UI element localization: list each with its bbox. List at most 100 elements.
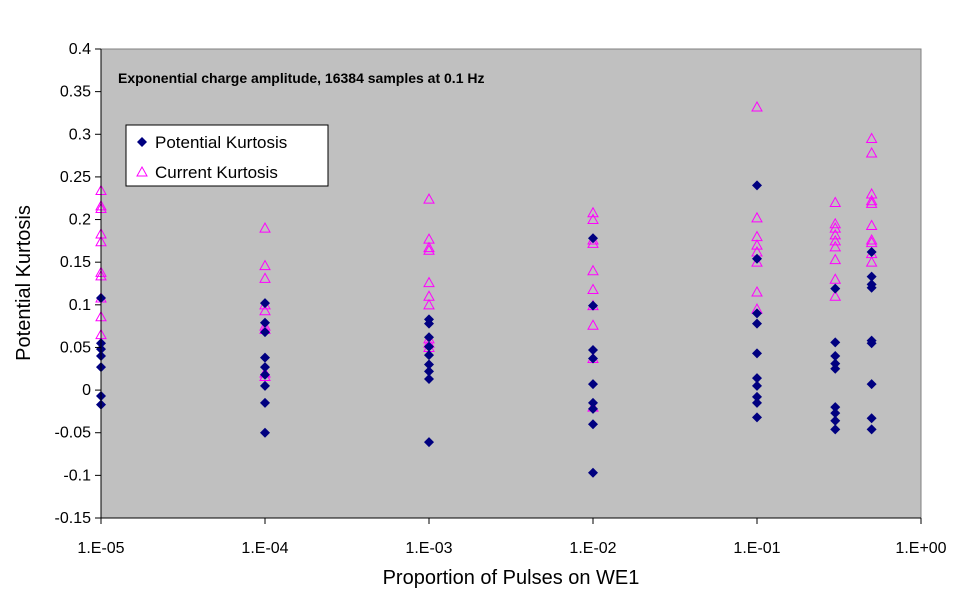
y-tick-label: 0.25 xyxy=(60,169,91,186)
y-tick-label: 0.35 xyxy=(60,84,91,101)
current-kurtosis-point xyxy=(587,213,599,225)
y-tick-label: 0.15 xyxy=(60,254,91,271)
potential-kurtosis-point xyxy=(588,300,598,311)
potential-kurtosis-point xyxy=(752,373,762,384)
current-kurtosis-point xyxy=(865,236,878,248)
potential-kurtosis-point xyxy=(424,341,434,352)
y-tick-label: 0 xyxy=(82,382,91,399)
potential-kurtosis-point xyxy=(830,408,841,419)
potential-kurtosis-point xyxy=(830,337,841,348)
legend-triangle-icon xyxy=(136,165,148,177)
current-kurtosis-point xyxy=(751,256,763,267)
potential-kurtosis-point xyxy=(260,298,270,309)
legend-marker-potential xyxy=(137,137,147,147)
current-kurtosis-point xyxy=(587,319,599,330)
x-tick-label: 1.E+00 xyxy=(895,540,946,557)
potential-kurtosis-point xyxy=(260,317,270,328)
current-kurtosis-point xyxy=(829,217,842,229)
current-kurtosis-point xyxy=(751,285,763,297)
legend-box xyxy=(125,124,329,187)
x-tick-label: 1.E-02 xyxy=(569,540,616,557)
potential-kurtosis-point xyxy=(260,380,270,391)
x-tick-label: 1.E-01 xyxy=(733,540,780,557)
potential-kurtosis-point xyxy=(830,402,841,413)
y-axis-ticks: -0.15 -0.1 -0.05 0 0.05 0.1 0.15 0.2 0.25 0.3 0.35… xyxy=(55,41,101,527)
potential-kurtosis-point xyxy=(830,350,841,361)
potential-kurtosis-point xyxy=(752,391,762,402)
y-tick-label: -0.05 xyxy=(55,425,92,442)
current-kurtosis-point xyxy=(587,283,599,294)
x-tick-label: 1.E-03 xyxy=(405,540,452,557)
potential-kurtosis-point xyxy=(866,379,877,390)
potential-kurtosis-point xyxy=(588,345,598,356)
y-tick-label: 0.3 xyxy=(69,126,91,143)
x-tick-label: 1.E-04 xyxy=(241,540,288,557)
potential-kurtosis-point xyxy=(260,397,270,408)
potential-kurtosis-point xyxy=(866,246,877,257)
current-kurtosis-point xyxy=(829,273,842,284)
y-tick-label: 0.1 xyxy=(69,297,91,314)
current-kurtosis-point xyxy=(865,132,878,144)
potential-kurtosis-point xyxy=(424,366,434,377)
potential-kurtosis-point xyxy=(260,369,270,380)
current-kurtosis-point xyxy=(829,253,842,265)
potential-kurtosis-point xyxy=(866,282,877,293)
current-kurtosis-point xyxy=(423,244,435,255)
potential-kurtosis-point xyxy=(260,327,270,338)
potential-kurtosis-point xyxy=(424,374,434,385)
current-kurtosis-point xyxy=(829,240,842,252)
current-kurtosis-point xyxy=(751,239,763,250)
x-tick-label: 1.E-05 xyxy=(77,540,124,557)
current-kurtosis-point xyxy=(829,196,842,207)
potential-kurtosis-point xyxy=(866,338,877,349)
current-kurtosis-point xyxy=(259,272,271,283)
potential-kurtosis-point xyxy=(752,308,762,319)
y-axis-title: Potential Kurtosis xyxy=(13,205,35,361)
potential-kurtosis-point xyxy=(424,350,434,361)
potential-kurtosis-point xyxy=(588,419,598,430)
potential-kurtosis-point xyxy=(752,397,762,408)
potential-kurtosis-point xyxy=(830,424,841,435)
plot-area xyxy=(100,48,922,519)
legend: Potential Kurtosis Current Kurtosis xyxy=(125,124,329,187)
potential-kurtosis-point xyxy=(752,412,762,423)
potential-kurtosis-point xyxy=(866,271,877,282)
legend-marker-current xyxy=(136,165,148,177)
current-kurtosis-point xyxy=(259,222,271,233)
x-axis-title: Proportion of Pulses on WE1 xyxy=(383,567,640,589)
current-kurtosis-point xyxy=(423,298,435,310)
potential-kurtosis-point xyxy=(752,348,762,359)
current-kurtosis-point xyxy=(587,237,599,248)
chart-annotation: Exponential charge amplitude, 16384 samp… xyxy=(118,70,484,86)
legend-label-potential: Potential Kurtosis xyxy=(155,133,287,152)
potential-kurtosis-point xyxy=(260,352,270,363)
potential-kurtosis-point xyxy=(588,233,598,244)
y-tick-label: 0.4 xyxy=(69,41,91,58)
potential-kurtosis-point xyxy=(830,283,841,294)
y-tick-label: -0.15 xyxy=(55,510,92,527)
potential-kurtosis-point xyxy=(752,318,762,329)
potential-kurtosis-point xyxy=(424,437,434,448)
current-kurtosis-point xyxy=(865,219,878,231)
current-kurtosis-point xyxy=(751,211,763,223)
current-kurtosis-point xyxy=(865,147,878,158)
current-kurtosis-point xyxy=(423,276,435,288)
potential-kurtosis-point xyxy=(752,180,762,191)
current-kurtosis-point xyxy=(865,256,878,267)
potential-kurtosis-point xyxy=(830,358,841,369)
y-tick-label: 0.2 xyxy=(69,212,91,229)
potential-kurtosis-point xyxy=(830,363,841,374)
potential-kurtosis-point xyxy=(752,380,762,391)
potential-kurtosis-point xyxy=(424,332,434,343)
potential-kurtosis-point xyxy=(588,403,598,414)
current-kurtosis-point xyxy=(829,234,842,246)
legend-diamond-icon xyxy=(137,137,147,147)
potential-kurtosis-point xyxy=(830,415,841,426)
current-kurtosis-point xyxy=(751,100,763,112)
potential-kurtosis-point xyxy=(588,397,598,408)
potential-kurtosis-point xyxy=(588,353,598,364)
potential-kurtosis-point xyxy=(588,467,598,478)
y-tick-label: -0.1 xyxy=(63,467,91,484)
potential-kurtosis-point xyxy=(260,427,270,438)
current-kurtosis-point xyxy=(587,264,599,276)
